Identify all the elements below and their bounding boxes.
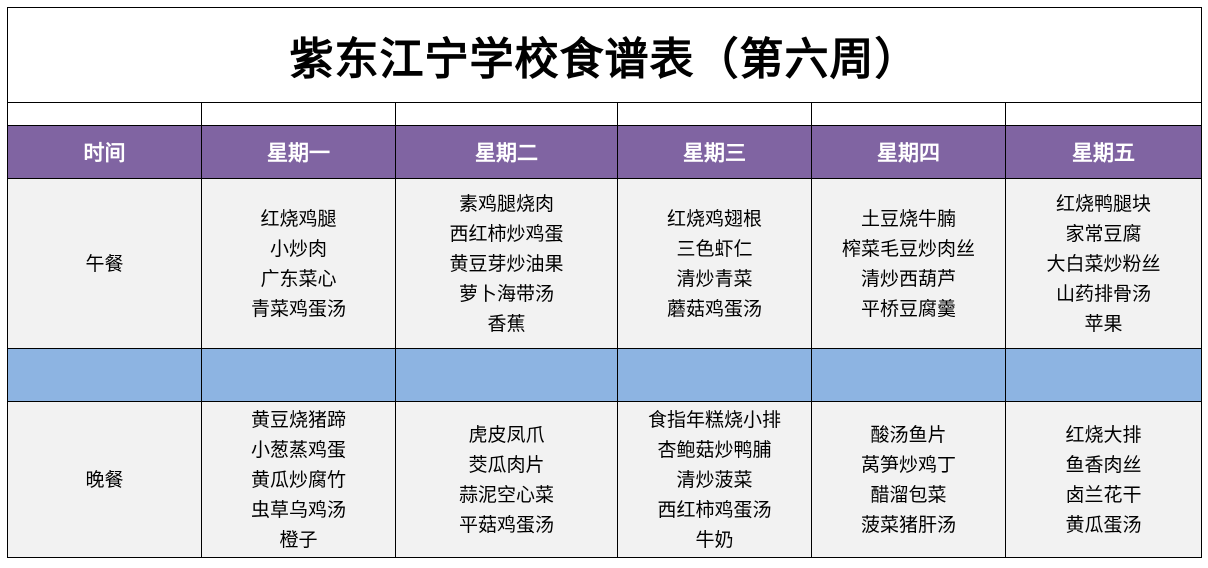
dish-item: 素鸡腿烧肉 — [458, 192, 554, 215]
separator-row — [7, 348, 1203, 402]
dish-item: 清炒菠菜 — [676, 468, 753, 491]
menu-cell: 素鸡腿烧肉西红柿炒鸡蛋 黄豆芽炒油果 萝卜海带汤香蕉 — [395, 178, 618, 349]
dish-item: 醋溜包菜 — [870, 483, 947, 506]
menu-cell: 红烧鸡翅根三色虾仁清炒青菜蘑菇鸡蛋汤 — [617, 178, 812, 349]
dish-item: 香蕉 — [487, 312, 526, 335]
dish-item: 莴笋炒鸡丁 — [860, 453, 956, 476]
header-monday: 星期一 — [201, 125, 396, 179]
dish-item: 清炒青菜 — [676, 267, 753, 290]
dish-item: 虫草乌鸡汤 — [250, 498, 346, 521]
header-row: 时间 星期一 星期二 星期三 星期四 星期五 — [7, 125, 1203, 179]
dish-item: 蒜泥空心菜 — [458, 483, 554, 506]
menu-cell: 土豆烧牛腩榨菜毛豆炒肉丝 清炒西葫芦平桥豆腐羹 — [811, 178, 1006, 349]
dish-item: 卤兰花干 — [1065, 483, 1142, 506]
header-wednesday: 星期三 — [617, 125, 812, 179]
menu-cell: 食指年糕烧小排 杏鲍菇炒鸭脯 清炒菠菜西红柿鸡蛋汤 牛奶 — [617, 401, 812, 558]
header-friday: 星期五 — [1004, 125, 1203, 179]
dish-item: 酸汤鱼片 — [870, 423, 947, 446]
page-title: 紫东江宁学校食谱表（第六周） — [6, 7, 1203, 103]
dish-item: 榨菜毛豆炒肉丝 — [841, 237, 975, 260]
dish-item: 西红柿炒鸡蛋 — [449, 222, 564, 245]
dish-item: 茭瓜肉片 — [468, 453, 545, 476]
dish-item: 萝卜海带汤 — [458, 282, 554, 305]
dish-item: 黄瓜蛋汤 — [1065, 513, 1142, 536]
dish-item: 土豆烧牛腩 — [860, 207, 956, 230]
dish-item: 平菇鸡蛋汤 — [458, 513, 554, 536]
dish-item: 黄豆芽炒油果 — [449, 252, 564, 275]
dinner-row: 晚餐 黄豆烧猪蹄 小葱蒸鸡蛋 黄瓜炒腐竹 虫草乌鸡汤 橙子 虎皮凤爪 茭瓜肉片 蒜泥空心菜 平菇… — [7, 401, 1203, 558]
dish-item: 红烧鸡腿 — [260, 207, 337, 230]
dish-item: 家常豆腐 — [1065, 222, 1142, 245]
menu-cell: 黄豆烧猪蹄小葱蒸鸡蛋黄瓜炒腐竹虫草乌鸡汤橙子 — [201, 401, 396, 558]
menu-cell: 红烧鸡腿小炒肉广东菜心青菜鸡蛋汤 — [201, 178, 396, 349]
dish-item: 广东菜心 — [260, 267, 337, 290]
lunch-row: 午餐 红烧鸡腿 小炒肉 广东菜心 青菜鸡蛋汤 素鸡腿烧肉 西红柿炒鸡蛋 黄豆芽炒油果 萝卜海带… — [7, 178, 1203, 349]
dish-item: 青菜鸡蛋汤 — [250, 297, 346, 320]
menu-cell: 红烧大排鱼香肉丝卤兰花干黄瓜蛋汤 — [1004, 401, 1203, 558]
dish-item: 平桥豆腐羹 — [860, 297, 956, 320]
dish-item: 山药排骨汤 — [1056, 282, 1152, 305]
dish-item: 黄瓜炒腐竹 — [250, 468, 346, 491]
menu-cell: 虎皮凤爪茭瓜肉片蒜泥空心菜平菇鸡蛋汤 — [395, 401, 618, 558]
dish-item: 鱼香肉丝 — [1065, 453, 1142, 476]
dish-item: 红烧大排 — [1065, 423, 1142, 446]
menu-table: 紫东江宁学校食谱表（第六周） 时间 星期一 星期二 星期三 星期四 星期五 午餐… — [6, 7, 1203, 558]
dish-item: 黄豆烧猪蹄 — [250, 408, 346, 431]
dish-item: 清炒西葫芦 — [860, 267, 956, 290]
dish-item: 虎皮凤爪 — [468, 423, 545, 446]
header-time: 时间 — [7, 125, 202, 179]
dish-item: 小炒肉 — [269, 237, 327, 260]
blank-row — [7, 102, 1203, 126]
dish-item: 红烧鸭腿块 — [1056, 192, 1152, 215]
dish-item: 西红柿鸡蛋汤 — [657, 498, 772, 521]
dish-item: 蘑菇鸡蛋汤 — [666, 297, 762, 320]
dish-item: 三色虾仁 — [676, 237, 753, 260]
dish-item: 橙子 — [279, 528, 318, 551]
dish-item: 小葱蒸鸡蛋 — [250, 438, 346, 461]
dish-item: 红烧鸡翅根 — [666, 207, 762, 230]
dish-item: 食指年糕烧小排 — [647, 408, 781, 431]
menu-cell: 红烧鸭腿块家常豆腐大白菜炒粉丝 山药排骨汤苹果 — [1004, 178, 1203, 349]
dish-item: 菠菜猪肝汤 — [860, 513, 956, 536]
dish-item: 苹果 — [1084, 312, 1123, 335]
header-thursday: 星期四 — [811, 125, 1006, 179]
dish-item: 杏鲍菇炒鸭脯 — [657, 438, 772, 461]
dish-item: 牛奶 — [695, 528, 734, 551]
meal-label: 晚餐 — [7, 401, 202, 558]
meal-label: 午餐 — [7, 178, 202, 349]
header-tuesday: 星期二 — [395, 125, 618, 179]
dish-item: 大白菜炒粉丝 — [1046, 252, 1161, 275]
menu-cell: 酸汤鱼片莴笋炒鸡丁醋溜包菜菠菜猪肝汤 — [811, 401, 1006, 558]
